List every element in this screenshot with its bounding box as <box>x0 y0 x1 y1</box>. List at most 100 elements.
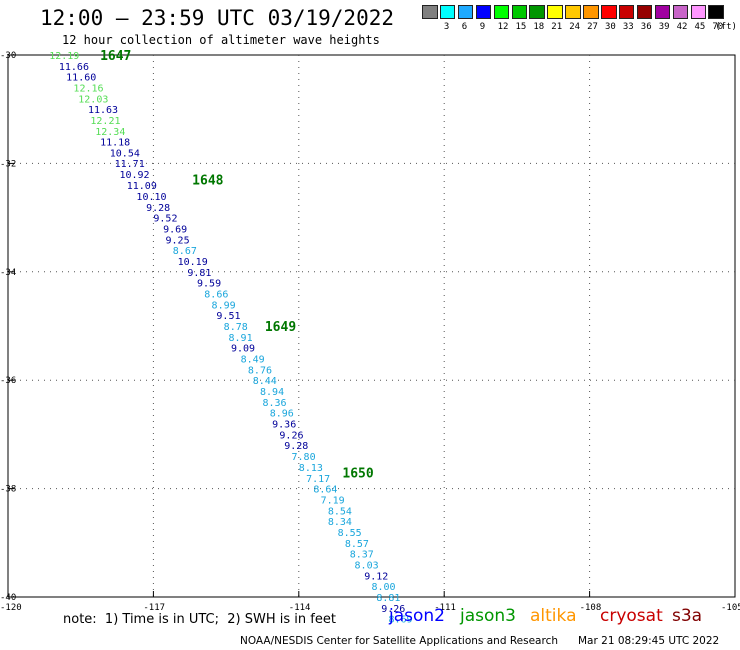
satellite-label-altika: altika <box>530 606 577 626</box>
wave-height-value: 11.18 <box>100 138 130 149</box>
longitude-label: -114 <box>289 603 311 613</box>
legend-swatch <box>475 5 492 19</box>
wave-height-value: 12.21 <box>90 116 120 127</box>
wave-height-value: 8.81 <box>376 593 400 604</box>
wave-height-value: 8.44 <box>253 376 277 387</box>
legend-swatch <box>511 5 527 19</box>
longitude-label: -108 <box>580 603 602 613</box>
longitude-label: -105 <box>721 603 740 613</box>
track-time-label: 1650 <box>342 466 373 481</box>
longitude-label: -120 <box>0 603 22 613</box>
legend-label: 18 <box>533 22 545 32</box>
wave-height-value: 11.66 <box>59 62 89 73</box>
wave-height-value: 12.16 <box>73 84 103 95</box>
legend-label: 6 <box>461 22 468 32</box>
wave-height-value: 8.13 <box>299 463 323 474</box>
latitude-label: -34 <box>0 268 16 278</box>
wave-height-value: 8.64 <box>313 485 337 496</box>
wave-height-value: 7.80 <box>292 452 316 463</box>
legend-label: 27 <box>587 22 598 32</box>
wave-height-value: 8.00 <box>372 582 396 593</box>
legend-label: 33 <box>622 22 634 32</box>
wave-height-value: 8.96 <box>270 409 294 420</box>
wave-height-value: 7.19 <box>321 495 345 506</box>
wave-height-value: 9.25 <box>166 235 190 246</box>
wave-height-value: 8.57 <box>345 539 369 550</box>
legend-label: 15 <box>515 22 527 32</box>
wave-height-value: 8.78 <box>224 322 248 333</box>
wave-height-value: 9.69 <box>163 224 187 235</box>
legend-swatch <box>547 5 563 19</box>
legend-label: 70 <box>712 22 724 32</box>
legend-label: 39 <box>658 22 670 32</box>
wave-height-value: 8.37 <box>350 550 374 561</box>
wave-height-value: 9.52 <box>153 214 177 225</box>
wave-height-value: 12.19 <box>49 51 79 62</box>
legend-swatch <box>493 5 510 19</box>
wave-height-value: 8.99 <box>212 300 236 311</box>
legend-label: 42 <box>676 22 688 32</box>
legend-swatch <box>457 5 474 19</box>
wave-height-value: 10.54 <box>110 149 140 160</box>
legend-swatch <box>618 5 635 19</box>
track-time-label: 1648 <box>192 174 223 189</box>
wave-height-value: 11.71 <box>115 159 145 170</box>
wave-height-value: 8.34 <box>328 517 352 528</box>
map-frame <box>7 54 736 598</box>
wave-height-value: 9.51 <box>216 311 240 322</box>
wave-height-value: 12.34 <box>95 127 125 138</box>
wave-height-value: 8.55 <box>338 528 362 539</box>
wave-height-value: 8.76 <box>248 365 272 376</box>
wave-height-value: 7.17 <box>306 474 330 485</box>
legend-swatch <box>529 5 545 19</box>
wave-height-value: 10.10 <box>136 192 166 203</box>
wave-height-value: 8.54 <box>328 506 352 517</box>
legend-swatch <box>672 5 689 19</box>
wave-height-value: 8.49 <box>241 355 265 366</box>
generated-timestamp: Mar 21 08:29:45 UTC 2022 <box>578 635 720 647</box>
wave-height-value: 11.60 <box>66 73 96 84</box>
legend-unit: (ft) <box>715 22 737 32</box>
wave-height-value: 11.63 <box>88 105 118 116</box>
latitude-label: -32 <box>0 159 16 169</box>
latitude-label: -30 <box>0 51 16 61</box>
legend-swatch <box>565 5 581 19</box>
legend-label: 36 <box>640 22 652 32</box>
legend-label: 30 <box>605 22 616 32</box>
track-time-label: 1649 <box>265 320 296 335</box>
legend-swatch <box>439 5 456 19</box>
wave-height-value: 9.59 <box>197 279 221 290</box>
wave-height-value: 9.81 <box>187 268 211 279</box>
wave-height-value: 8.67 <box>173 246 197 257</box>
latitude-label: -40 <box>0 593 16 603</box>
legend-label: 9 <box>479 22 486 32</box>
satellite-label-cryosat: cryosat <box>600 606 663 626</box>
wave-height-value: 9.09 <box>231 344 255 355</box>
longitude-label: -117 <box>143 603 165 613</box>
wave-height-value: 8.91 <box>229 333 253 344</box>
wave-height-value: 8.03 <box>355 560 379 571</box>
legend-label: 45 <box>694 22 706 32</box>
wave-height-value: 8.66 <box>204 289 228 300</box>
page-subtitle: 12 hour collection of altimeter wave hei… <box>62 33 380 47</box>
legend-swatch <box>583 5 599 19</box>
legend-swatch <box>601 5 617 19</box>
units-note: note: 1) Time is in UTC; 2) SWH is in fe… <box>63 612 336 627</box>
satellite-label-jason3: jason3 <box>460 606 516 626</box>
satellite-label-jason2: jason2 <box>389 606 445 626</box>
page-title: 12:00 – 23:59 UTC 03/19/2022 <box>40 6 395 30</box>
latitude-label: -36 <box>0 376 16 386</box>
wave-height-value: 10.19 <box>178 257 208 268</box>
wave-height-value: 9.26 <box>381 604 405 615</box>
wave-height-value: 8.69 <box>388 615 412 626</box>
wave-height-value: 8.36 <box>262 398 286 409</box>
legend-swatch <box>636 5 653 19</box>
legend-label: 24 <box>569 22 581 32</box>
credit-line: NOAA/NESDIS Center for Satellite Applica… <box>240 635 558 647</box>
legend-label: 21 <box>551 22 563 32</box>
legend-swatch <box>690 5 706 19</box>
wave-height-value: 9.12 <box>364 571 388 582</box>
wave-height-value: 8.94 <box>260 387 284 398</box>
legend-label: 12 <box>497 22 509 32</box>
